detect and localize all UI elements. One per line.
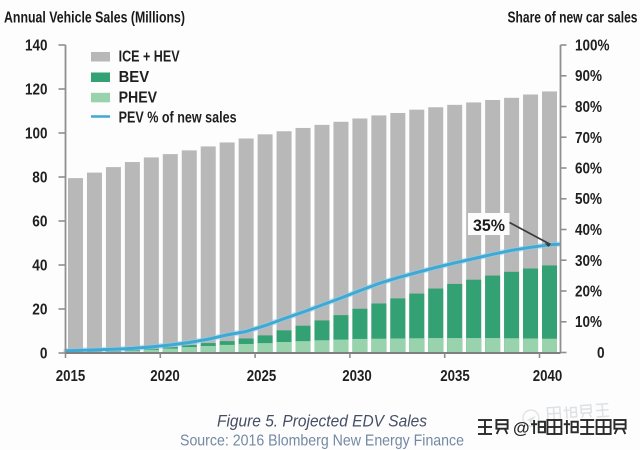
svg-text:Figure 5. Projected EDV Sales: Figure 5. Projected EDV Sales (217, 412, 427, 431)
svg-text:60%: 60% (575, 161, 602, 178)
svg-text:0: 0 (597, 345, 605, 362)
svg-text:10%: 10% (575, 314, 602, 331)
svg-text:30%: 30% (575, 253, 602, 270)
svg-text:PHEV: PHEV (119, 89, 158, 106)
svg-text:40: 40 (32, 258, 47, 275)
svg-text:50%: 50% (575, 191, 602, 208)
svg-text:20: 20 (32, 302, 47, 319)
svg-text:80%: 80% (575, 99, 602, 116)
svg-text:80: 80 (32, 170, 47, 187)
svg-text:140: 140 (25, 38, 48, 55)
svg-text:2020: 2020 (150, 368, 180, 385)
svg-text:90%: 90% (575, 68, 602, 85)
svg-text:2030: 2030 (342, 368, 372, 385)
svg-text:120: 120 (25, 82, 48, 99)
svg-text:60: 60 (32, 214, 47, 231)
svg-text:ICE + HEV: ICE + HEV (119, 49, 180, 66)
svg-text:2015: 2015 (56, 368, 86, 385)
svg-text:Source: 2016 Blomberg New Ener: Source: 2016 Blomberg New Energy Finance (180, 433, 464, 450)
svg-text:2035: 2035 (440, 368, 470, 385)
svg-text:40%: 40% (575, 222, 602, 239)
svg-text:BEV: BEV (119, 69, 150, 86)
svg-text:70%: 70% (575, 130, 602, 147)
svg-text:0: 0 (40, 346, 48, 363)
svg-text:Share of new car sales: Share of new car sales (508, 10, 638, 27)
svg-text:Annual Vehicle Sales (Millions: Annual Vehicle Sales (Millions) (4, 10, 185, 27)
svg-text:100%: 100% (575, 38, 610, 55)
svg-text:2040: 2040 (533, 368, 563, 385)
svg-text:@: @ (513, 419, 530, 438)
svg-text:2025: 2025 (247, 368, 277, 385)
svg-text:PEV % of new sales: PEV % of new sales (119, 109, 237, 126)
svg-text:35%: 35% (473, 217, 505, 235)
svg-text:100: 100 (25, 126, 48, 143)
svg-text:20%: 20% (575, 284, 602, 301)
